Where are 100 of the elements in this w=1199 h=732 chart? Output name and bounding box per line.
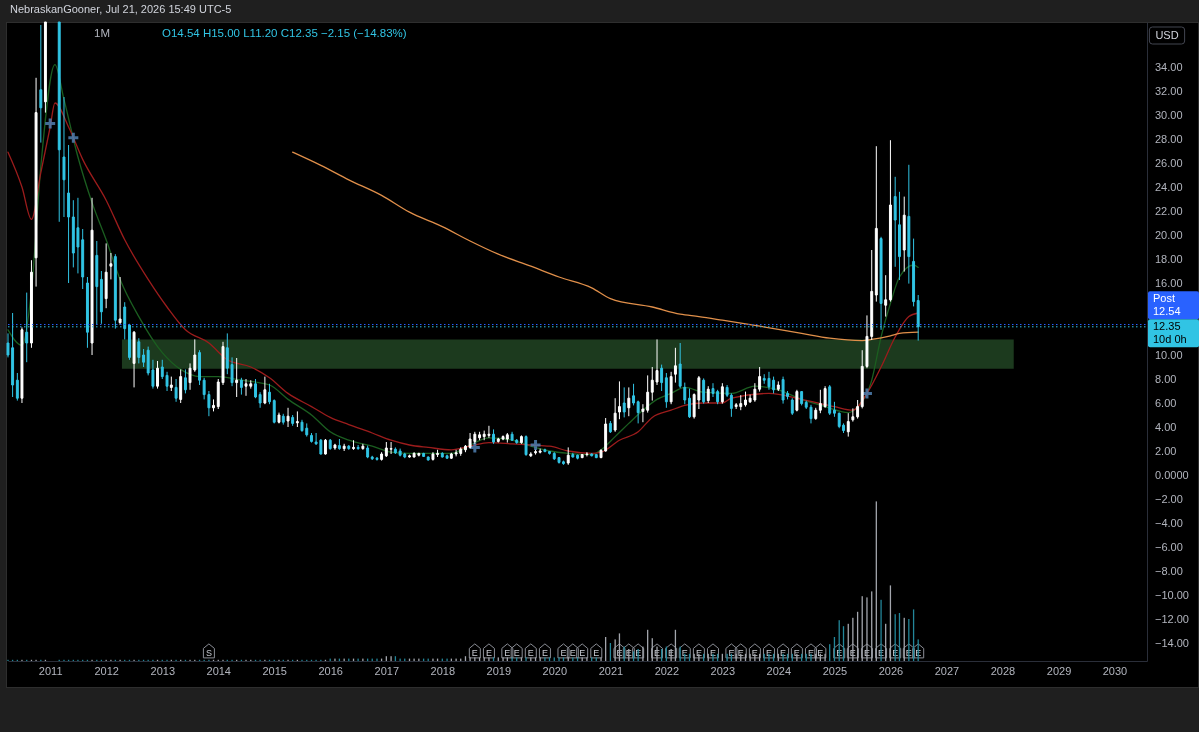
candlestick (576, 454, 580, 460)
point (66, 131, 80, 145)
y-tick-label: 0.0000 (1155, 469, 1189, 482)
candlestick (291, 414, 295, 427)
chart-subtitle: O14.54 H15.00 L11.20 C12.35 −2.15 (−14.83%) (162, 27, 407, 39)
candlestick (235, 357, 239, 398)
x-tick-label: 2017 (374, 664, 400, 677)
candlestick (174, 378, 178, 403)
candlestick (874, 145, 878, 303)
candlestick (380, 451, 384, 462)
y-tick-label: −8.00 (1155, 565, 1183, 578)
annotation: E (751, 647, 758, 658)
candlestick (109, 252, 113, 280)
candlestick (375, 456, 379, 462)
chart-title: 1M (94, 27, 110, 39)
candlestick (137, 337, 141, 364)
candlestick (95, 240, 99, 326)
candlestick (258, 391, 262, 409)
candlestick (487, 425, 491, 439)
candlestick (268, 383, 271, 405)
candlestick (585, 451, 589, 457)
candlestick (781, 376, 785, 405)
x-tick-label: 2015 (262, 664, 287, 677)
annotation: E (579, 647, 586, 658)
candlestick (286, 407, 290, 428)
candlestick (43, 21, 47, 114)
annotation: E (915, 647, 922, 658)
point (529, 438, 543, 452)
annotation: E (793, 647, 800, 658)
candlestick (846, 412, 850, 438)
y-tick-label: −14.00 (1155, 637, 1189, 650)
y-tick-label: 2.00 (1155, 445, 1177, 458)
candlestick (198, 349, 202, 386)
candlestick (300, 419, 304, 433)
candlestick (720, 382, 724, 405)
candlestick (104, 242, 108, 309)
x-tick-label: 2013 (150, 664, 176, 677)
candlestick (664, 372, 668, 409)
candlestick (688, 388, 691, 419)
candlestick (281, 413, 285, 426)
x-tick-label: 2020 (542, 664, 568, 677)
x-tick-label: 2018 (430, 664, 456, 677)
candlestick (636, 400, 640, 424)
y-tick-label: 20.00 (1155, 229, 1183, 242)
candlestick (800, 390, 804, 406)
x-tick-label: 2025 (822, 664, 848, 677)
candlestick (212, 398, 215, 412)
x-tick-label: 2023 (710, 664, 736, 677)
annotation: E (569, 647, 576, 658)
candlestick (342, 443, 346, 452)
candlestick (333, 443, 337, 451)
candlestick (118, 276, 122, 326)
y-tick-label: 18.00 (1155, 253, 1183, 266)
candlestick (431, 451, 435, 462)
candlestick (519, 434, 523, 445)
candlestick (851, 407, 855, 423)
annotation: E (695, 647, 702, 658)
candlestick (272, 398, 276, 424)
candlestick (823, 385, 827, 409)
annotation: E (513, 647, 520, 658)
candlestick (393, 446, 397, 455)
annotation: E (654, 647, 661, 658)
y-tick-label: 16.00 (1155, 277, 1183, 290)
candlestick (706, 385, 710, 404)
annotation: E (635, 647, 642, 658)
annotation: S (205, 647, 212, 658)
annotation: E (681, 647, 688, 658)
candlestick (183, 368, 187, 394)
candlestick (557, 456, 561, 465)
candlestick (398, 448, 402, 457)
candlestick (538, 448, 542, 454)
y-tick-label: 24.00 (1155, 181, 1183, 194)
candlestick (590, 452, 594, 457)
candlestick (337, 438, 341, 451)
y-tick-label: −6.00 (1155, 541, 1183, 554)
candlestick (912, 238, 916, 307)
candlestick (510, 431, 514, 442)
ref-line-label: Post 12.54 (1153, 292, 1181, 318)
candlestick (389, 441, 393, 455)
candlestick (529, 451, 533, 458)
x-tick-label: 2028 (990, 664, 1016, 677)
y-tick-label: 32.00 (1155, 85, 1183, 98)
candlestick (156, 360, 159, 390)
y-axis-title: USD (1155, 29, 1179, 41)
candlestick (893, 176, 897, 268)
candlestick (660, 364, 664, 392)
candlestick (814, 407, 818, 421)
candlestick (884, 274, 888, 318)
candlestick (828, 384, 832, 416)
line-series (291, 151, 919, 342)
x-tick-label: 2027 (934, 664, 960, 677)
candlestick (57, 21, 61, 223)
candlestick (20, 326, 24, 404)
x-tick-label: 2011 (38, 664, 63, 677)
candlestick (277, 412, 281, 424)
annotation: E (892, 647, 899, 658)
x-tick-label: 2024 (766, 664, 792, 677)
candlestick (239, 377, 243, 396)
y-tick-label: −12.00 (1155, 613, 1189, 626)
annotation: E (780, 647, 787, 658)
